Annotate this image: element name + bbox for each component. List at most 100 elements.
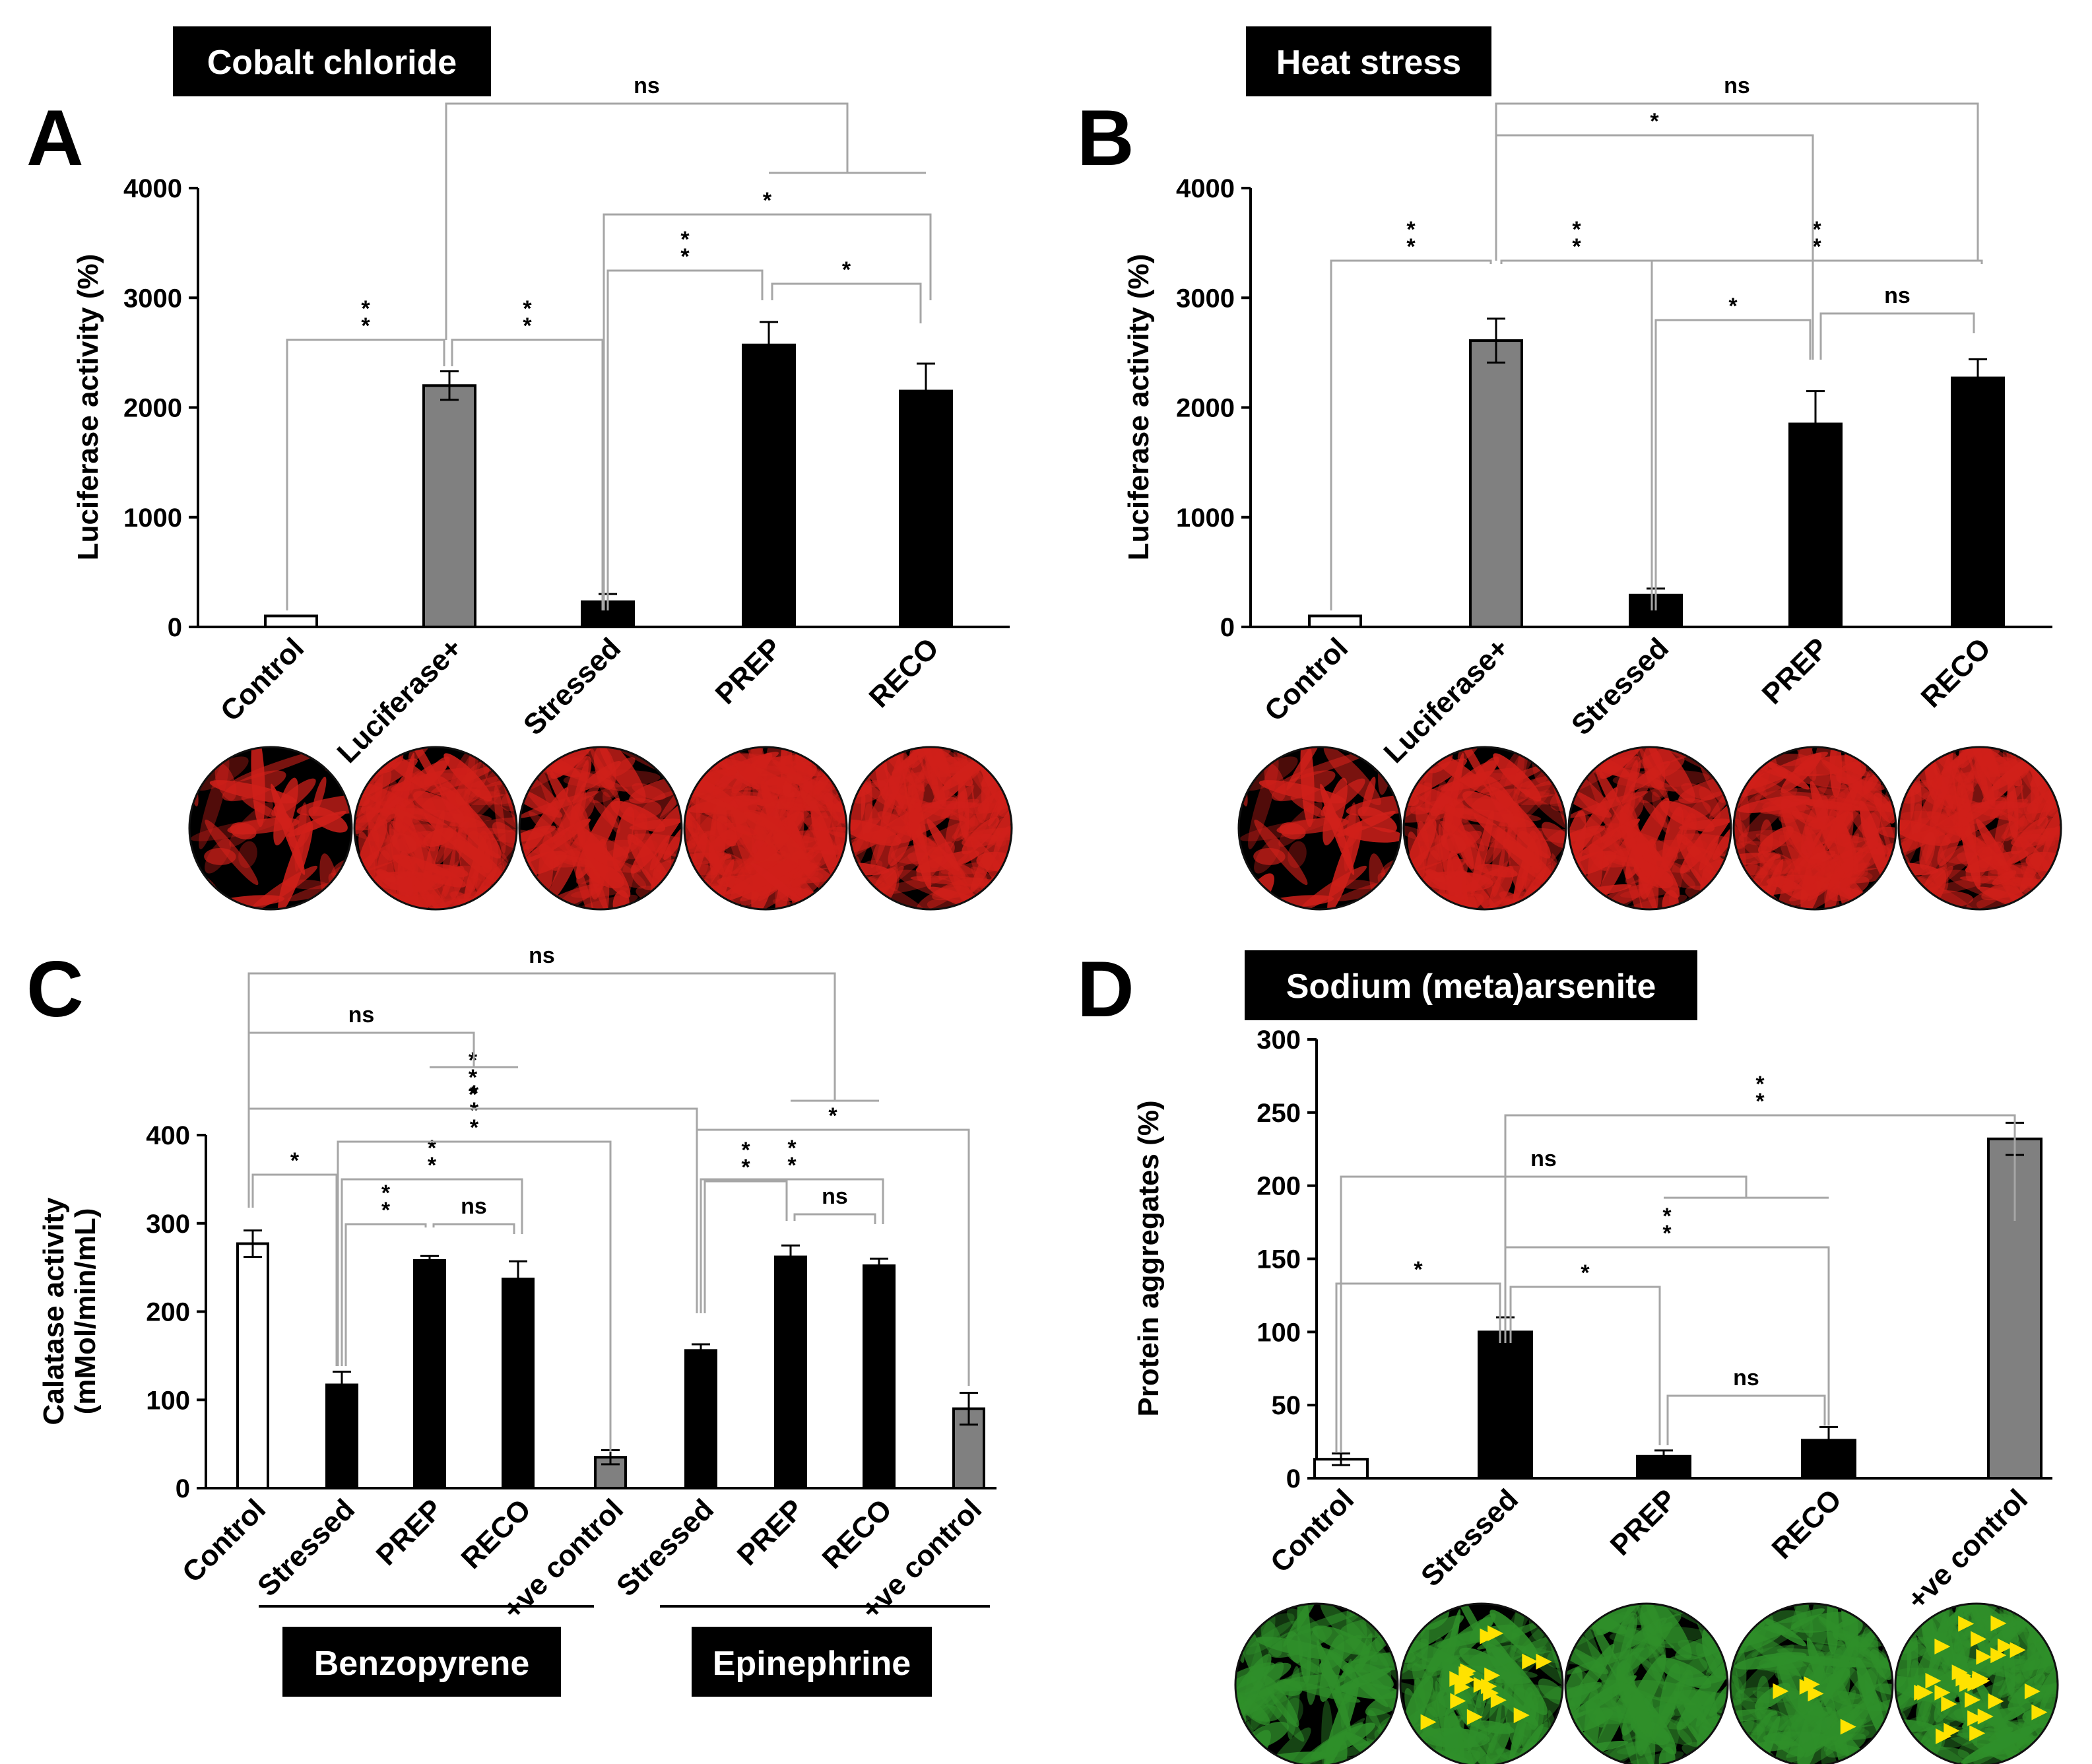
micrograph-border	[1894, 1602, 2059, 1764]
significance-label-star: *	[842, 257, 851, 282]
cell	[1626, 1680, 1716, 1706]
y-tick-label-2000: 2000	[123, 394, 182, 423]
significance-label-star: *	[1650, 109, 1659, 134]
cell	[288, 813, 311, 849]
significance-bracket	[603, 213, 932, 610]
y-tick-label-3000: 3000	[1176, 284, 1235, 313]
cell	[205, 838, 232, 874]
cell	[1709, 1680, 1728, 1717]
aggregate-arrow-icon	[1925, 1672, 1942, 1689]
y-axis-label: Calatase activity	[38, 1197, 70, 1425]
y-tick-label-1000: 1000	[123, 504, 182, 533]
cell	[1966, 747, 2001, 788]
cell	[413, 791, 465, 823]
cell	[1970, 801, 2029, 810]
cell	[775, 872, 790, 909]
cell	[549, 747, 589, 777]
cell	[1824, 872, 1839, 909]
cell	[519, 783, 563, 818]
significance-bracket	[1500, 259, 1653, 610]
aggregate-arrow-icon	[1988, 1693, 2004, 1709]
bar-reco	[502, 1278, 535, 1489]
cell	[1739, 759, 1771, 821]
significance-bracket	[1504, 1246, 1830, 1425]
cell	[1790, 1604, 1814, 1638]
significance-bracket	[793, 1213, 876, 1224]
cell	[2038, 1683, 2058, 1728]
x-tick-label-stressed: Stressed	[251, 1493, 361, 1602]
banner-cobalt-chloride: Cobalt chloride	[173, 26, 491, 96]
aggregate-arrow-icon	[1969, 1725, 1986, 1742]
cell	[1235, 1604, 1260, 1620]
cell	[1895, 1753, 1921, 1764]
cell	[1736, 1616, 1768, 1678]
cell	[1254, 838, 1281, 874]
cell	[1760, 819, 1773, 858]
aggregate-arrow-icon	[1964, 1691, 1980, 1708]
cell	[970, 806, 1012, 894]
cell	[867, 758, 910, 830]
cell	[1440, 833, 1466, 853]
cell	[1595, 1604, 1635, 1633]
aggregate-arrow-icon	[1799, 1679, 1815, 1695]
cell	[1899, 812, 1975, 841]
x-tick-label-control: Control	[1264, 1483, 1360, 1579]
cell	[802, 816, 847, 832]
significance-label-star: *	[361, 296, 370, 321]
micrograph-5	[1897, 746, 2062, 911]
cell	[1286, 747, 1324, 791]
cell	[1899, 897, 1924, 909]
y-tick-label-250: 250	[1257, 1099, 1301, 1128]
cell	[1271, 770, 1336, 802]
cell	[1856, 1657, 1886, 1739]
x-tick-label-prep: PREP	[1756, 632, 1835, 710]
y-tick-label-400: 400	[146, 1121, 190, 1150]
aggregate-arrow-icon	[1941, 1696, 1957, 1713]
significance-bracket	[251, 1173, 338, 1366]
significance-label-ns: ns	[822, 1184, 848, 1209]
aggregate-arrow-icon	[1976, 1649, 1992, 1665]
micrograph-border	[1237, 746, 1402, 911]
micrograph-border	[1897, 746, 2062, 911]
group-label-epinephrine: Epinephrine	[713, 1645, 911, 1683]
significance-bracket	[451, 339, 604, 610]
cell	[729, 752, 826, 777]
significance-bracket	[1495, 102, 1979, 261]
micrograph-border	[188, 746, 353, 911]
significance-label-star: *	[763, 188, 772, 213]
cell	[464, 793, 517, 805]
cell	[1952, 766, 1977, 849]
cell	[932, 877, 985, 901]
cell	[743, 811, 808, 865]
aggregate-arrow-icon	[1990, 1615, 2007, 1631]
x-tick-label-prep: PREP	[370, 1493, 449, 1571]
y-axis-label: (mMol/min/mL)	[69, 1208, 102, 1415]
significance-bracket	[700, 1178, 884, 1313]
cell	[407, 772, 440, 832]
cell	[1282, 1680, 1361, 1703]
cell	[1323, 747, 1381, 806]
y-tick-label-300: 300	[1257, 1026, 1301, 1055]
cell	[1410, 781, 1464, 815]
y-tick-label-0: 0	[176, 1474, 190, 1503]
aggregate-arrow-icon	[2031, 1704, 2048, 1720]
micrograph-4	[1732, 746, 1897, 911]
cell	[453, 839, 506, 884]
cell	[189, 759, 199, 806]
x-tick-label-control: Control	[1258, 632, 1354, 727]
y-tick-label-100: 100	[146, 1386, 190, 1415]
cell	[1918, 1649, 1947, 1682]
cell	[684, 895, 721, 909]
cell	[1731, 1644, 1794, 1707]
significance-bracket	[341, 1178, 523, 1366]
micrograph-cells	[1569, 747, 1731, 909]
cell	[1480, 764, 1548, 793]
significance-label-star: *	[680, 227, 690, 252]
cell	[579, 761, 622, 791]
aggregate-arrow-icon	[1490, 1692, 1507, 1709]
aggregate-arrow-icon	[1935, 1728, 1951, 1745]
significance-label-star: *	[1728, 294, 1738, 319]
cell	[1699, 787, 1721, 819]
x-tick-label-control: Control	[214, 632, 310, 727]
cell	[1421, 1724, 1509, 1755]
